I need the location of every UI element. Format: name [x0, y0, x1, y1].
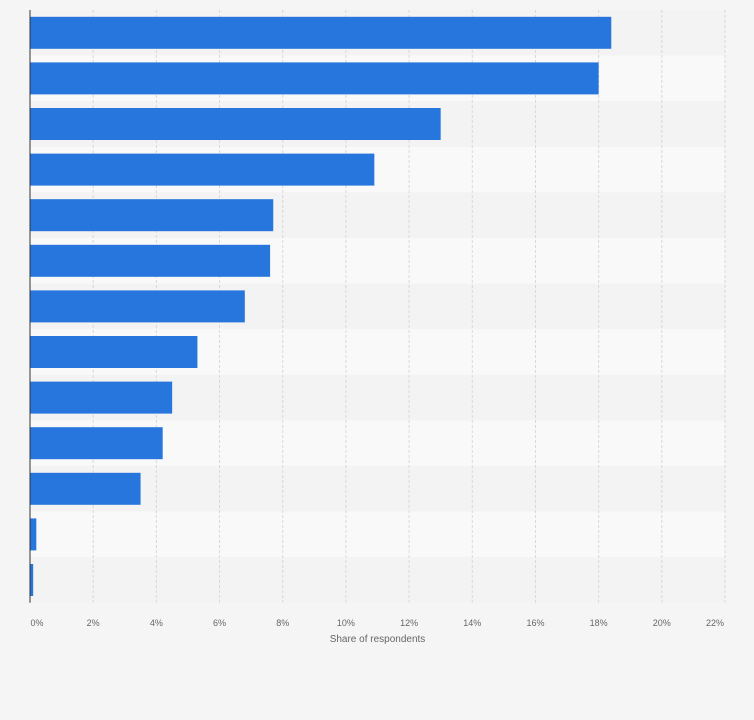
x-tick-label: 4%: [150, 618, 163, 628]
row-band: [30, 557, 725, 603]
bar: [30, 244, 271, 277]
x-tick-label: 14%: [463, 618, 481, 628]
x-tick-label: 18%: [590, 618, 608, 628]
row-band: [30, 511, 725, 558]
bar: [30, 199, 274, 232]
bars: [30, 16, 612, 596]
x-tick-label: 6%: [213, 618, 226, 628]
bar: [30, 564, 34, 596]
bar: [30, 290, 245, 323]
bar: [30, 16, 612, 49]
bar: [30, 153, 375, 186]
bar: [30, 108, 441, 140]
bar: [30, 518, 37, 551]
row-band: [30, 466, 725, 512]
x-tick-label: 2%: [87, 618, 100, 628]
bar: [30, 336, 198, 368]
bar: [30, 381, 173, 414]
x-axis-tick-labels: 0% 2% 4% 6% 8% 10% 12% 14% 16% 18% 20% 22%: [30, 618, 724, 628]
x-axis-title: Share of respondents: [330, 634, 426, 645]
x-tick-label: 10%: [337, 618, 355, 628]
x-tick-label: 12%: [400, 618, 418, 628]
x-tick-label: 16%: [526, 618, 544, 628]
x-tick-label: 0%: [30, 618, 43, 628]
bar: [30, 427, 163, 460]
bar: [30, 62, 599, 95]
x-tick-label: 22%: [706, 618, 724, 628]
bar: [30, 472, 141, 505]
x-tick-label: 20%: [653, 618, 671, 628]
x-tick-label: 8%: [276, 618, 289, 628]
